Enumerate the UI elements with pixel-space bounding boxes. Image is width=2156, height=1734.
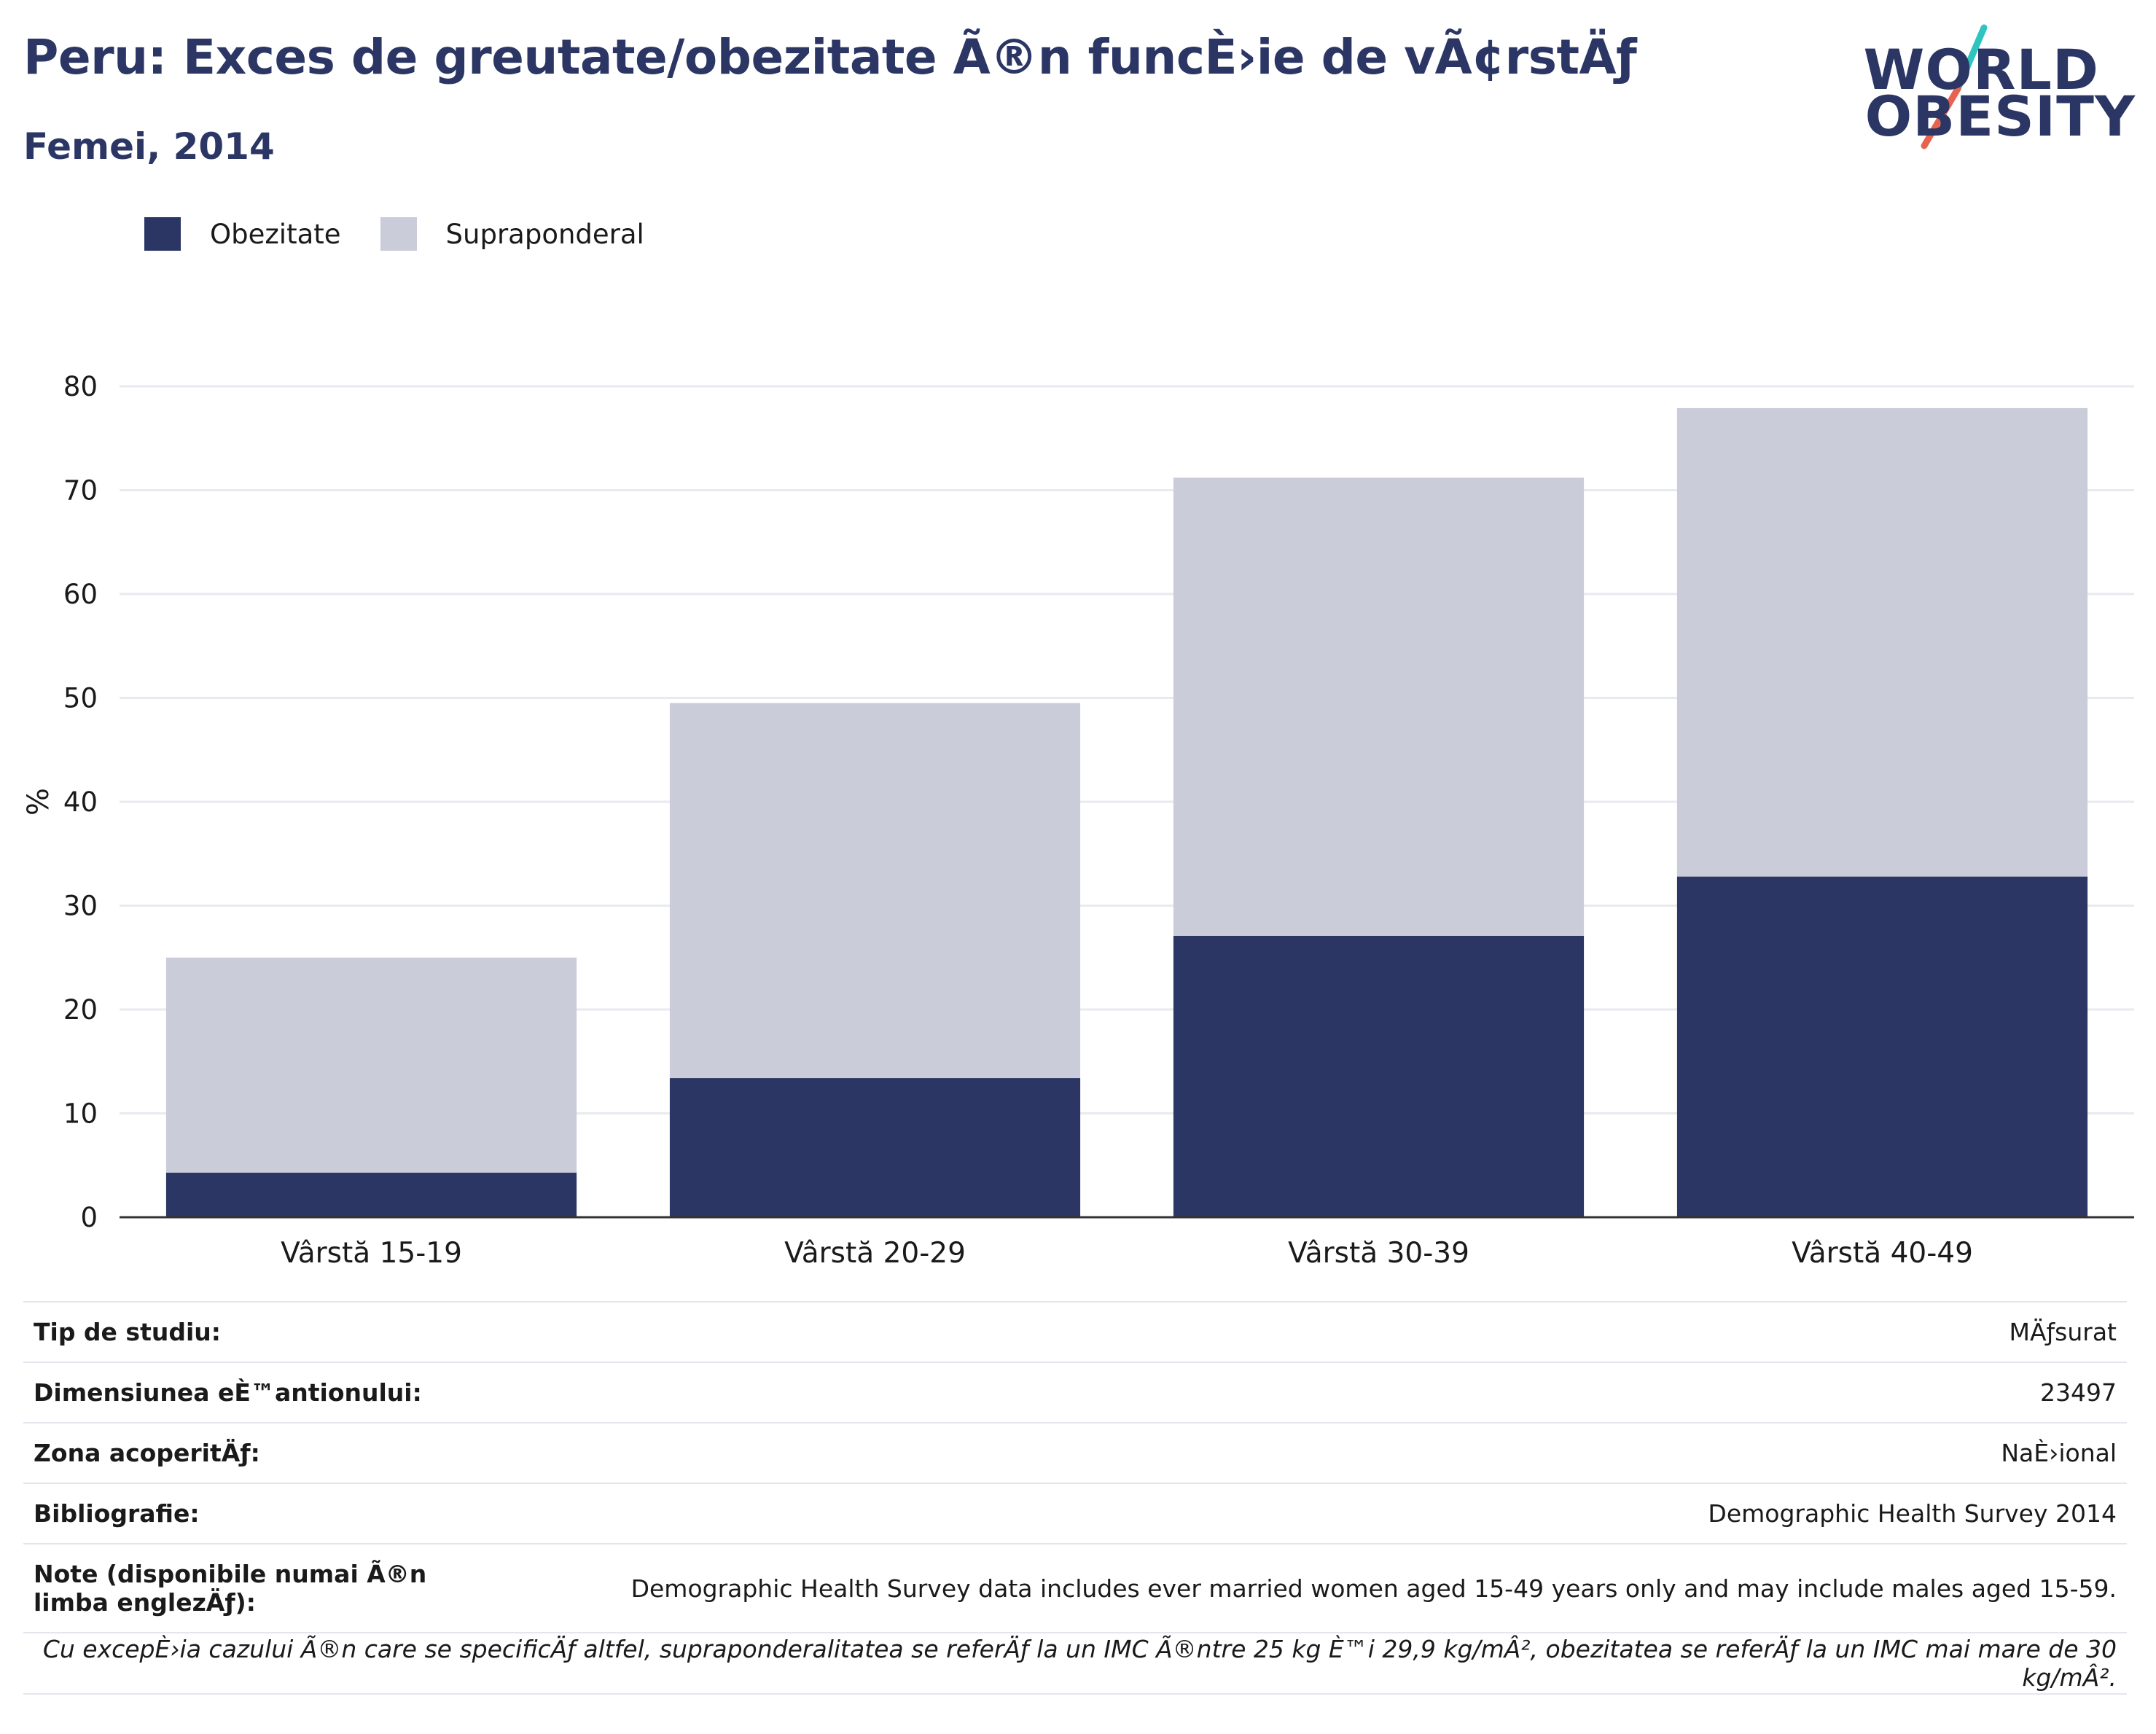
footnote: Cu excepÈ›ia cazului Ã®n care se specifi…	[23, 1632, 2127, 1695]
bar-supraponderal	[1173, 477, 1585, 936]
bar-obezitate	[669, 1078, 1081, 1217]
legend-label: Obezitate	[210, 218, 341, 250]
table-row: Zona acoperitÄƒ: NaÈ›ional	[23, 1422, 2127, 1483]
table-row: Tip de studiu: MÄƒsurat	[23, 1301, 2127, 1362]
chart-subtitle: Femei, 2014	[23, 125, 275, 168]
logo-slash-icon	[1921, 24, 1988, 149]
table-row: Dimensiunea eÈ™antionului: 23497	[23, 1362, 2127, 1423]
y-tick-label: 50	[63, 683, 98, 714]
legend-label: Supraponderal	[445, 218, 644, 250]
table-row: Note (disponibile numai Ã®n limba englez…	[23, 1543, 2127, 1633]
bar-chart: 0 10 20 30 40 50 60 70 80% Vârstă 15-19 Vârstă 20-…	[22, 371, 2134, 1268]
x-tick-label: Vârstă 30-39	[1288, 1237, 1469, 1268]
y-tick-label: 40	[63, 786, 98, 818]
table-row: Bibliografie: Demographic Health Survey …	[23, 1483, 2127, 1544]
legend-item-obezitate[interactable]: Obezitate	[144, 217, 341, 251]
y-tick-label: 30	[63, 891, 98, 922]
bar-obezitate	[1676, 876, 2088, 1217]
info-value: Demographic Health Survey data includes …	[510, 1543, 2127, 1633]
x-tick-label: Vârstă 20-29	[784, 1237, 966, 1268]
info-value: 23497	[510, 1362, 2127, 1423]
y-tick-label: 70	[63, 475, 98, 507]
info-value: MÄƒsurat	[510, 1301, 2127, 1362]
chart-title: Peru: Exces de greutate/obezitate Ã®n fu…	[23, 29, 1637, 85]
info-key: Tip de studiu:	[23, 1301, 510, 1362]
bar-supraponderal	[669, 703, 1081, 1079]
legend-swatch	[380, 217, 417, 251]
y-tick-label: 10	[63, 1098, 98, 1130]
info-key: Bibliografie:	[23, 1483, 510, 1544]
bar-supraponderal	[1676, 407, 2088, 877]
info-key: Zona acoperitÄƒ:	[23, 1422, 510, 1483]
x-tick-label: Vârstă 15-19	[281, 1237, 462, 1268]
legend-item-supraponderal[interactable]: Supraponderal	[380, 217, 644, 251]
info-value: NaÈ›ional	[510, 1422, 2127, 1483]
bar-obezitate	[165, 1172, 577, 1217]
info-key: Dimensiunea eÈ™antionului:	[23, 1362, 510, 1423]
x-tick-label: Vârstă 40-49	[1792, 1237, 1973, 1268]
y-tick-label: 80	[63, 371, 98, 402]
y-tick-label: 20	[63, 994, 98, 1026]
info-key: Note (disponibile numai Ã®n limba englez…	[23, 1543, 510, 1633]
footnote-row: Cu excepÈ›ia cazului Ã®n care se specifi…	[23, 1632, 2127, 1695]
study-info-table: Tip de studiu: MÄƒsurat Dimensiunea eÈ™a…	[23, 1301, 2127, 1695]
y-tick-label: 60	[63, 579, 98, 610]
bar-supraponderal	[165, 957, 577, 1173]
info-value: Demographic Health Survey 2014	[510, 1483, 2127, 1544]
y-axis-label: %	[22, 788, 55, 816]
bar-obezitate	[1173, 935, 1585, 1217]
y-tick-label: 0	[80, 1202, 98, 1233]
legend: Obezitate Supraponderal	[144, 217, 684, 251]
logo-text-world: WORLD	[1863, 37, 2099, 102]
legend-swatch	[144, 217, 181, 251]
world-obesity-logo: WORLD OBESITY	[1864, 22, 2136, 153]
logo-text-obesity: OBESITY	[1864, 84, 2136, 149]
